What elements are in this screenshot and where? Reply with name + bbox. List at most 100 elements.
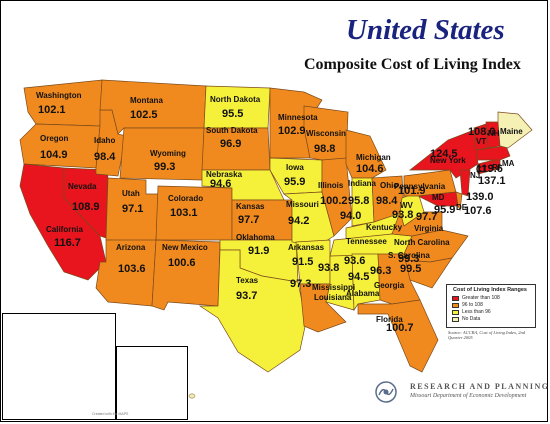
state-value-nevada: 108.9 bbox=[72, 201, 100, 213]
state-name-florida: Florida bbox=[376, 315, 403, 324]
legend-label: Less than 96 bbox=[462, 309, 491, 315]
state-value-wisconsin: 98.8 bbox=[314, 143, 335, 155]
state-value-oregon: 104.9 bbox=[40, 149, 68, 161]
state-value-wv: 93.8 bbox=[392, 209, 413, 221]
state-name-wisconsin: Wisconsin bbox=[306, 129, 346, 138]
state-name-missouri: Missouri bbox=[286, 200, 319, 209]
hawaii-island bbox=[188, 393, 196, 399]
state-value-pennsylvania: 101.9 bbox=[398, 185, 426, 197]
state-name-virginia: Virginia bbox=[414, 224, 444, 233]
state-value-virginia: 97.7 bbox=[416, 211, 437, 223]
state-name-ma: MA bbox=[502, 159, 515, 168]
state-name-md: MD bbox=[432, 193, 445, 202]
state-shape-maine bbox=[497, 111, 533, 149]
map-title: United States bbox=[346, 14, 505, 46]
state-name-michigan: Michigan bbox=[356, 153, 391, 162]
state-value-nebraska: 94.6 bbox=[210, 178, 231, 190]
state-value-idaho: 98.4 bbox=[94, 151, 116, 163]
state-name-de: DE bbox=[456, 203, 468, 212]
state-value-north-dakota: 95.5 bbox=[222, 108, 243, 120]
map-legend: Cost of Living Index Ranges Greater than… bbox=[446, 284, 536, 328]
state-value-kansas: 97.7 bbox=[238, 214, 259, 226]
state-shape-washington bbox=[23, 79, 103, 127]
state-value-illinois: 100.2 bbox=[320, 195, 348, 207]
state-name-nebraska: Nebraska bbox=[206, 170, 243, 179]
state-value-minnesota: 102.9 bbox=[278, 125, 306, 137]
alaska-inset bbox=[2, 313, 116, 420]
state-name-iowa: Iowa bbox=[286, 163, 304, 172]
state-name-wyoming: Wyoming bbox=[150, 149, 186, 158]
state-name-tennessee: Tennessee bbox=[346, 237, 387, 246]
state-value-south-dakota: 96.9 bbox=[220, 138, 241, 150]
state-name-north-carolina: North Carolina bbox=[394, 238, 450, 247]
legend-item: 96 to 108 bbox=[452, 302, 483, 308]
state-name-kansas: Kansas bbox=[236, 202, 265, 211]
state-name-nh: NH bbox=[488, 129, 500, 138]
state-shape-florida bbox=[357, 299, 439, 373]
legend-title: Cost of Living Index Ranges bbox=[453, 287, 527, 293]
state-name-arkansas: Arkansas bbox=[288, 243, 325, 252]
state-name-texas: Texas bbox=[236, 276, 259, 285]
state-name-vt: VT bbox=[476, 137, 486, 146]
state-name-kentucky: Kentucky bbox=[366, 223, 403, 232]
legend-swatch bbox=[452, 316, 459, 322]
state-shape-oregon bbox=[19, 123, 101, 169]
state-value-kentucky: 94.0 bbox=[340, 210, 361, 222]
state-value-georgia: 96.3 bbox=[370, 265, 391, 277]
state-shape-de bbox=[455, 191, 463, 212]
state-name-minnesota: Minnesota bbox=[278, 113, 318, 122]
state-value-washington: 102.1 bbox=[38, 104, 66, 116]
state-value-wyoming: 99.3 bbox=[154, 161, 175, 173]
footer-subtitle: Missouri Department of Economic Developm… bbox=[410, 393, 527, 399]
state-name-colorado: Colorado bbox=[168, 194, 203, 203]
hawaii-inset bbox=[116, 346, 188, 420]
state-name-montana: Montana bbox=[130, 96, 163, 105]
legend-item: No Data bbox=[452, 316, 480, 322]
state-name-new-mexico: New Mexico bbox=[162, 243, 208, 252]
state-value-ct: 137.1 bbox=[478, 175, 506, 187]
state-name-pennsylvania: Pennsylvania bbox=[394, 182, 446, 191]
state-name-ohio: Ohio bbox=[380, 181, 398, 190]
legend-label: 96 to 108 bbox=[462, 302, 483, 308]
state-shape-montana bbox=[99, 79, 207, 135]
state-shape-north-dakota bbox=[203, 85, 271, 129]
state-value-utah: 97.1 bbox=[122, 203, 143, 215]
state-name-north-dakota: North Dakota bbox=[210, 95, 261, 104]
state-name-washington: Washington bbox=[36, 91, 82, 100]
state-name-mississippi: Mississippi bbox=[312, 283, 355, 292]
state-name-wv: WV bbox=[400, 201, 414, 210]
state-value-arizona: 103.6 bbox=[118, 263, 146, 275]
state-shape-illinois bbox=[321, 157, 353, 237]
state-shape-ma bbox=[475, 145, 511, 161]
state-name-idaho: Idaho bbox=[94, 136, 115, 145]
state-name-new-york: New York bbox=[430, 156, 466, 165]
legend-swatch bbox=[452, 302, 459, 308]
state-name-nevada: Nevada bbox=[68, 182, 97, 191]
legend-item: Greater than 108 bbox=[452, 295, 500, 301]
state-value-montana: 102.5 bbox=[130, 109, 158, 121]
legend-label: Greater than 108 bbox=[462, 295, 500, 301]
state-name-oklahoma: Oklahoma bbox=[236, 233, 275, 242]
state-value-california: 116.7 bbox=[54, 237, 81, 249]
state-name-south-dakota: South Dakota bbox=[206, 126, 258, 135]
footer-title: RESEARCH AND PLANNING bbox=[410, 382, 550, 391]
state-name-illinois: Illinois bbox=[318, 181, 344, 190]
state-value-arkansas: 91.5 bbox=[292, 256, 313, 268]
state-shape-texas bbox=[198, 249, 307, 373]
state-value-louisiana: 97.3 bbox=[290, 278, 311, 290]
legend-item: Less than 96 bbox=[452, 309, 491, 315]
state-value-ma: 119.6 bbox=[476, 163, 503, 175]
state-name-alabama: Alabama bbox=[346, 289, 380, 298]
state-value-new-mexico: 100.6 bbox=[168, 257, 196, 269]
state-value-new-york: 124.5 bbox=[430, 148, 458, 160]
state-value-mississippi: 93.8 bbox=[318, 262, 339, 274]
legend-swatch bbox=[452, 309, 459, 315]
state-name-georgia: Georgia bbox=[374, 281, 405, 290]
state-value-oklahoma: 91.9 bbox=[248, 245, 269, 257]
map-subtitle: Composite Cost of Living Index bbox=[304, 56, 521, 73]
credit-text: Created with the MAPS bbox=[92, 412, 129, 416]
state-value-s-carolina: 99.5 bbox=[400, 263, 421, 275]
state-value-indiana: 95.8 bbox=[348, 195, 369, 207]
state-shape-vt bbox=[473, 123, 489, 151]
